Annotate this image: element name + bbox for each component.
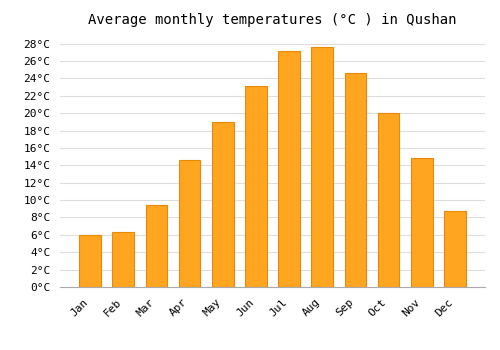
Bar: [444, 211, 466, 287]
Bar: [146, 205, 167, 287]
Bar: [411, 159, 432, 287]
Bar: [179, 160, 201, 287]
Bar: [112, 232, 134, 287]
Bar: [212, 122, 234, 287]
Title: Average monthly temperatures (°C ) in Qushan: Average monthly temperatures (°C ) in Qu…: [88, 13, 457, 27]
Bar: [312, 47, 333, 287]
Bar: [245, 86, 266, 287]
Bar: [344, 73, 366, 287]
Bar: [80, 235, 101, 287]
Bar: [378, 113, 400, 287]
Bar: [278, 51, 300, 287]
